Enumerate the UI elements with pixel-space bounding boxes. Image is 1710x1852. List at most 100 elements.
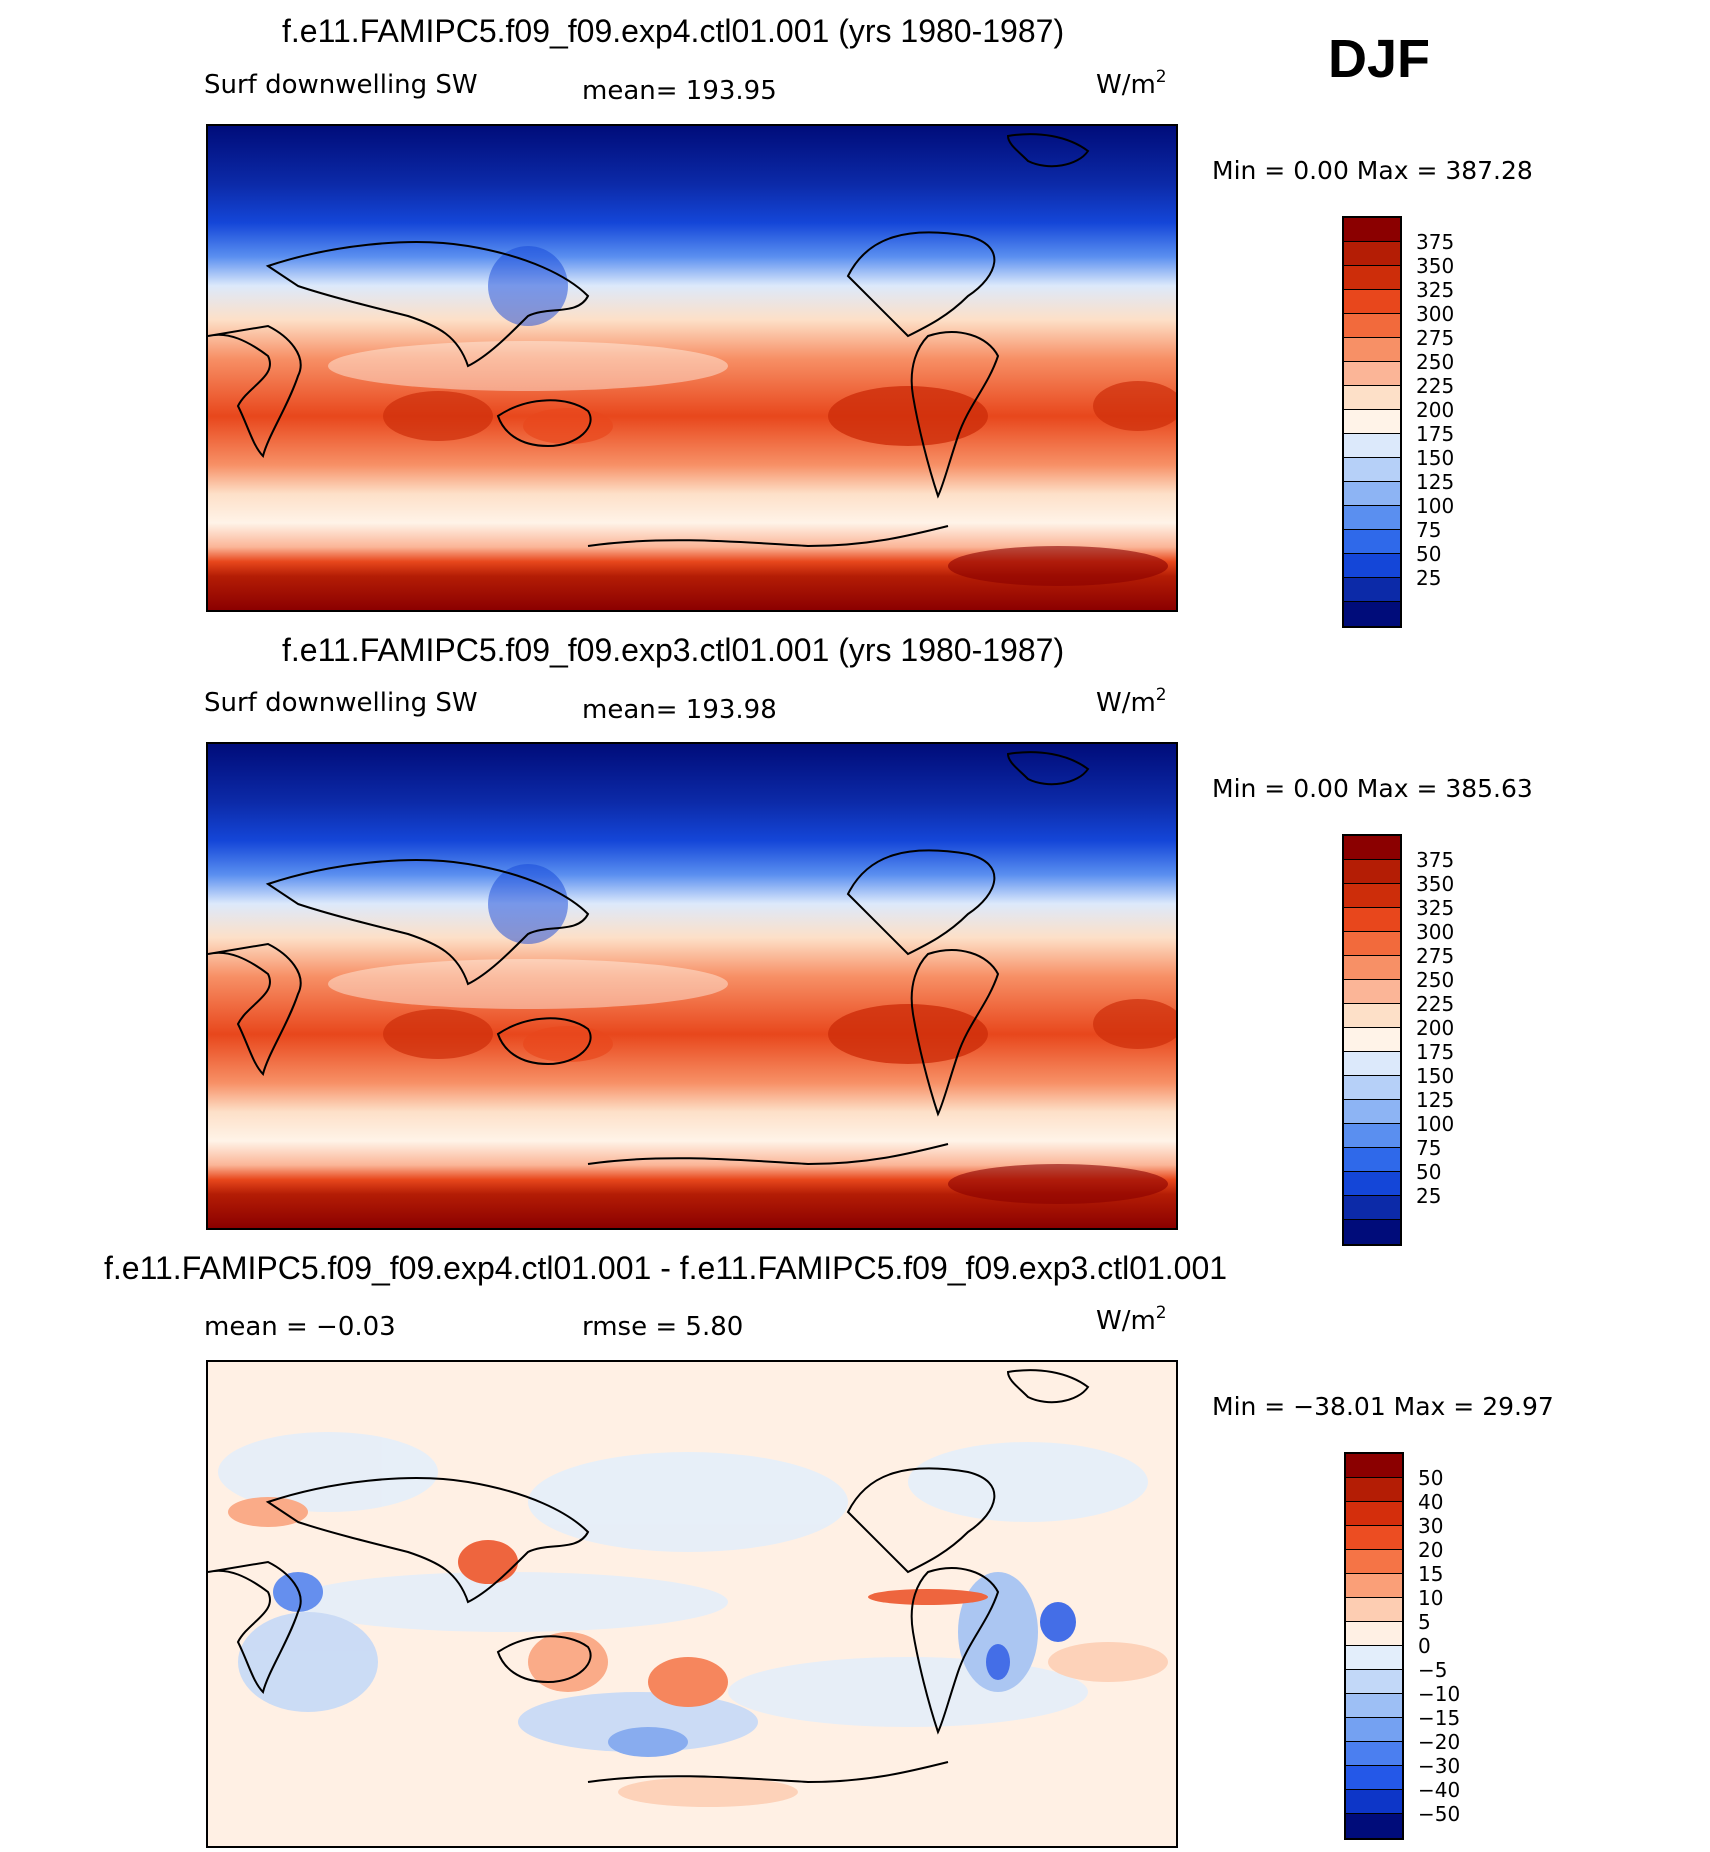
colorbar-segment xyxy=(1344,290,1400,314)
colorbar-tick-label: 5 xyxy=(1418,1610,1431,1634)
colorbar-tick-label: 50 xyxy=(1416,542,1442,566)
panel2-mean: mean= 193.98 xyxy=(582,695,777,725)
panel1-units: W/m2 xyxy=(1096,67,1167,100)
colorbar-segment xyxy=(1346,1478,1402,1502)
colorbar-tick-label: 275 xyxy=(1416,326,1455,350)
colorbar-tick-label: 350 xyxy=(1416,254,1455,278)
panel2-title: f.e11.FAMIPC5.f09_f09.exp3.ctl01.001 (yr… xyxy=(282,632,1065,668)
colorbar-segment xyxy=(1346,1742,1402,1766)
colorbar-segment xyxy=(1344,1148,1400,1172)
colorbar-tick-label: −40 xyxy=(1418,1778,1461,1802)
panel2-variable: Surf downwelling SW xyxy=(204,688,478,718)
colorbar-segment xyxy=(1344,908,1400,932)
colorbar-tick-label: 75 xyxy=(1416,518,1442,542)
colorbar-segment xyxy=(1344,884,1400,908)
panel1-mean: mean= 193.95 xyxy=(582,76,777,106)
colorbar-segment xyxy=(1346,1574,1402,1598)
colorbar-segment xyxy=(1344,242,1400,266)
colorbar-segment xyxy=(1344,860,1400,884)
colorbar-tick-label: 150 xyxy=(1416,446,1455,470)
colorbar-tick-label: 100 xyxy=(1416,1112,1455,1136)
colorbar-segment xyxy=(1346,1694,1402,1718)
colorbar-tick-label: 375 xyxy=(1416,230,1455,254)
colorbar-segment xyxy=(1344,980,1400,1004)
panel3-units: W/m2 xyxy=(1096,1303,1167,1336)
colorbar-tick-label: 275 xyxy=(1416,944,1455,968)
colorbar-tick-label: 350 xyxy=(1416,872,1455,896)
colorbar-tick-label: 175 xyxy=(1416,422,1455,446)
colorbar-tick-label: 50 xyxy=(1416,1160,1442,1184)
colorbar-tick-label: 300 xyxy=(1416,302,1455,326)
colorbar-segment xyxy=(1346,1598,1402,1622)
panel3-title: f.e11.FAMIPC5.f09_f09.exp4.ctl01.001 - f… xyxy=(104,1250,1228,1286)
colorbar-segment xyxy=(1344,266,1400,290)
colorbar-segment xyxy=(1344,836,1400,860)
panel1-title: f.e11.FAMIPC5.f09_f09.exp4.ctl01.001 (yr… xyxy=(282,13,1065,49)
colorbar-segment xyxy=(1346,1718,1402,1742)
colorbar-tick-label: −30 xyxy=(1418,1754,1461,1778)
colorbar-tick-label: 10 xyxy=(1418,1586,1444,1610)
panel1-map xyxy=(206,124,1178,612)
colorbar-segment xyxy=(1346,1502,1402,1526)
colorbar-tick-label: 250 xyxy=(1416,968,1455,992)
colorbar-tick-label: 25 xyxy=(1416,566,1442,590)
colorbar-tick-label: −50 xyxy=(1418,1802,1461,1826)
panel1-colorbar xyxy=(1342,216,1402,628)
colorbar-tick-label: −15 xyxy=(1418,1706,1461,1730)
colorbar-tick-label: 175 xyxy=(1416,1040,1455,1064)
colorbar-segment xyxy=(1344,956,1400,980)
panel2-units: W/m2 xyxy=(1096,685,1167,718)
colorbar-segment xyxy=(1346,1550,1402,1574)
panel3-map-svg xyxy=(208,1362,1176,1846)
colorbar-segment xyxy=(1344,338,1400,362)
colorbar-tick-label: 0 xyxy=(1418,1634,1431,1658)
colorbar-tick-label: 125 xyxy=(1416,470,1455,494)
colorbar-segment xyxy=(1344,602,1400,626)
colorbar-tick-label: 100 xyxy=(1416,494,1455,518)
colorbar-segment xyxy=(1344,530,1400,554)
colorbar-tick-label: 250 xyxy=(1416,350,1455,374)
colorbar-tick-label: 50 xyxy=(1418,1466,1444,1490)
colorbar-tick-label: 75 xyxy=(1416,1136,1442,1160)
colorbar-tick-label: 375 xyxy=(1416,848,1455,872)
colorbar-tick-label: 225 xyxy=(1416,374,1455,398)
colorbar-tick-label: 15 xyxy=(1418,1562,1444,1586)
colorbar-segment xyxy=(1344,1124,1400,1148)
panel3-map xyxy=(206,1360,1178,1848)
colorbar-segment xyxy=(1346,1766,1402,1790)
colorbar-segment xyxy=(1344,1172,1400,1196)
colorbar-segment xyxy=(1344,506,1400,530)
panel3-mean: mean = −0.03 xyxy=(204,1312,396,1342)
panel2-colorbar-segments xyxy=(1344,836,1400,1244)
colorbar-tick-label: −20 xyxy=(1418,1730,1461,1754)
colorbar-segment xyxy=(1344,1220,1400,1244)
colorbar-tick-label: 20 xyxy=(1418,1538,1444,1562)
colorbar-tick-label: 25 xyxy=(1416,1184,1442,1208)
panel1-map-svg xyxy=(208,126,1176,610)
panel3-colorbar xyxy=(1344,1452,1404,1840)
colorbar-segment xyxy=(1344,218,1400,242)
colorbar-segment xyxy=(1344,314,1400,338)
colorbar-segment xyxy=(1344,458,1400,482)
colorbar-segment xyxy=(1346,1646,1402,1670)
colorbar-segment xyxy=(1346,1526,1402,1550)
colorbar-tick-label: 325 xyxy=(1416,896,1455,920)
colorbar-segment xyxy=(1344,1004,1400,1028)
panel1-colorbar-segments xyxy=(1344,218,1400,626)
colorbar-segment xyxy=(1344,578,1400,602)
panel3-minmax: Min = −38.01 Max = 29.97 xyxy=(1212,1392,1554,1421)
panel1-minmax: Min = 0.00 Max = 387.28 xyxy=(1212,156,1533,185)
colorbar-segment xyxy=(1344,1076,1400,1100)
colorbar-tick-label: 40 xyxy=(1418,1490,1444,1514)
colorbar-segment xyxy=(1344,1196,1400,1220)
panel2-map xyxy=(206,742,1178,1230)
colorbar-segment xyxy=(1344,1100,1400,1124)
colorbar-tick-label: 325 xyxy=(1416,278,1455,302)
panel1-variable: Surf downwelling SW xyxy=(204,70,478,100)
colorbar-segment xyxy=(1344,362,1400,386)
colorbar-segment xyxy=(1344,386,1400,410)
panel3-rmse: rmse = 5.80 xyxy=(582,1312,744,1342)
panel2-colorbar xyxy=(1342,834,1402,1246)
season-label: DJF xyxy=(1328,29,1431,89)
panel2-map-svg xyxy=(208,744,1176,1228)
